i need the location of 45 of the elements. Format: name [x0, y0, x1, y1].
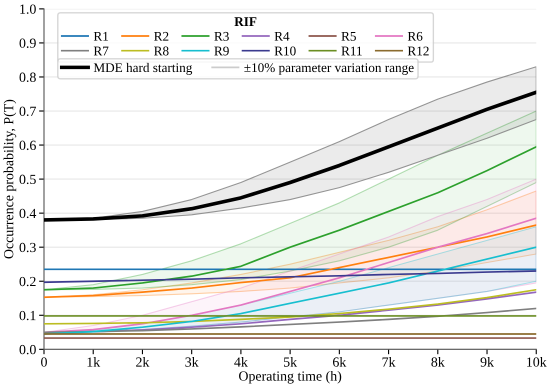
y-tick-label: 0.6 — [20, 140, 36, 150]
x-tick-label: 3k — [185, 356, 199, 367]
line-series — [44, 146, 536, 291]
legend-title: RIF — [234, 17, 256, 26]
legend-label: R11 — [341, 46, 362, 56]
annotation: ±10% parameter variation range — [244, 63, 414, 75]
y-tick-label: 0.5 — [20, 174, 36, 184]
y-tick-label: 0.1 — [20, 310, 36, 320]
x-tick-label: 9k — [480, 356, 494, 367]
y-tick-label: 0.4 — [20, 208, 36, 218]
x-tick-label: 1k — [88, 356, 100, 367]
legend-label: R10 — [274, 46, 296, 56]
x-tick-label: 5k — [284, 356, 298, 367]
x-tick-label: 2k — [136, 356, 150, 367]
legend-label: R9 — [214, 46, 229, 56]
legend-label: R4 — [274, 32, 290, 41]
x-tick-label: 4k — [234, 356, 248, 367]
x-axis-title: Operating time (h) — [239, 370, 342, 384]
y-tick-label: 0.2 — [20, 276, 36, 286]
y-axis-title: Occurrence probability, P(T) — [4, 100, 16, 258]
legend-label: R5 — [341, 32, 356, 41]
legend-label: R12 — [408, 46, 429, 56]
x-tick-label: 6k — [333, 356, 346, 367]
legend-label: R3 — [214, 32, 229, 41]
legend-label: MDE hard starting — [94, 62, 192, 75]
x-tick-label: 7k — [382, 356, 396, 367]
y-tick-label: 0.9 — [20, 38, 36, 48]
x-tick-label: 0 — [41, 357, 47, 367]
x-tick-label: 8k — [431, 356, 445, 367]
legend-label: R6 — [408, 32, 422, 41]
y-tick-label: 0.3 — [20, 242, 36, 252]
y-tick-label: 1.0 — [20, 4, 36, 14]
legend-label: R1 — [94, 32, 108, 41]
y-tick-label: 0.8 — [20, 72, 36, 82]
line-series — [44, 224, 536, 298]
y-tick-label: 0.7 — [20, 106, 36, 116]
legend-label: R2 — [154, 32, 168, 41]
legend-label: R7 — [94, 46, 108, 56]
y-tick-label: 0.0 — [20, 344, 36, 354]
line-series — [44, 288, 536, 325]
legend-label: R8 — [154, 46, 169, 56]
x-tick-label: 10k — [527, 356, 547, 367]
line-series — [44, 308, 536, 334]
line-series — [44, 270, 536, 284]
line-series — [44, 90, 536, 222]
